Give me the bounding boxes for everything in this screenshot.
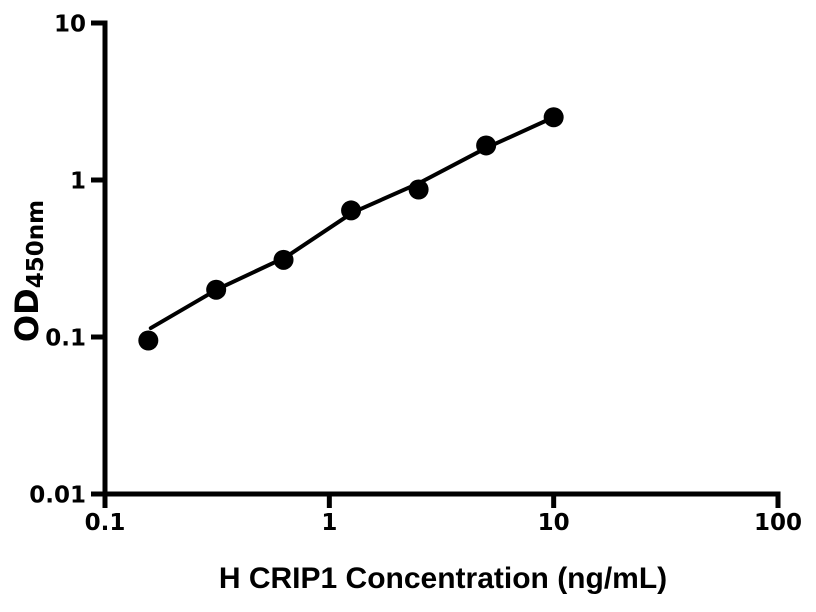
data-point (543, 107, 564, 128)
x-tick-label: 100 (754, 510, 802, 536)
data-point (476, 135, 497, 156)
y-tick-label: 0.01 (29, 483, 86, 509)
y-axis-title-subscript: 450nm (23, 199, 49, 289)
y-tick-label: 1 (70, 169, 86, 195)
data-point (138, 330, 159, 351)
data-point (341, 200, 362, 221)
y-axis-title: OD450nm (8, 199, 49, 343)
x-tick-label: 10 (538, 510, 570, 536)
x-axis-ticks (102, 494, 781, 508)
x-axis-tick-labels: 0.1 1 10 100 (85, 510, 802, 536)
x-tick-label: 1 (321, 510, 337, 536)
y-tick-label: 0.1 (45, 326, 86, 352)
x-tick-label: 0.1 (85, 510, 126, 536)
data-point (408, 179, 429, 200)
y-tick-label: 10 (54, 12, 86, 38)
y-axis: 10 1 0.1 0.01 (29, 12, 108, 509)
x-axis: 0.1 1 10 100 (85, 491, 802, 536)
y-axis-ticks (91, 20, 105, 497)
data-points (138, 107, 564, 351)
data-point (273, 249, 294, 270)
y-axis-title-main: OD (8, 288, 46, 343)
data-point (206, 279, 227, 300)
x-axis-title: H CRIP1 Concentration (ng/mL) (218, 562, 668, 595)
y-axis-tick-labels: 10 1 0.1 0.01 (29, 12, 86, 509)
